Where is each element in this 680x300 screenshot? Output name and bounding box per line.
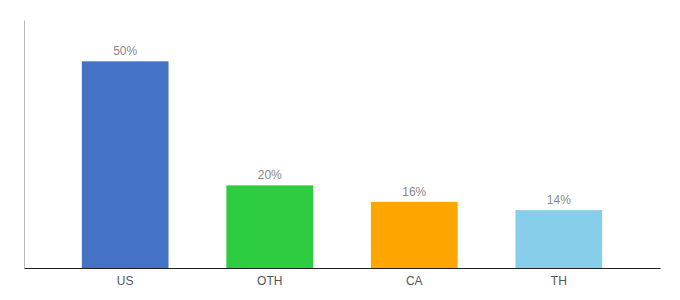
x-tick: OTH bbox=[257, 274, 282, 288]
y-axis-line bbox=[24, 21, 25, 269]
bar bbox=[515, 210, 602, 268]
chart: US OTH CA TH 50% 20% 16% 14% bbox=[0, 0, 680, 300]
x-tick: TH bbox=[551, 274, 567, 288]
y-axis bbox=[24, 21, 25, 269]
data-label: 50% bbox=[113, 44, 137, 58]
data-labels: 50% 20% 16% 14% bbox=[113, 44, 571, 207]
x-tick-label: OTH bbox=[257, 274, 282, 288]
bar bbox=[82, 61, 169, 268]
x-tick: CA bbox=[406, 274, 423, 288]
x-tick-label: TH bbox=[551, 274, 567, 288]
bar bbox=[226, 185, 313, 268]
data-label: 16% bbox=[402, 185, 426, 199]
x-axis: US OTH CA TH bbox=[25, 269, 661, 288]
bars bbox=[82, 61, 602, 268]
bar bbox=[371, 202, 458, 268]
x-axis-line bbox=[25, 268, 661, 269]
x-tick-label: CA bbox=[406, 274, 423, 288]
x-tick-label: US bbox=[117, 274, 134, 288]
data-label: 20% bbox=[258, 168, 282, 182]
plot: US OTH CA TH 50% 20% 16% 14% bbox=[25, 21, 661, 288]
x-tick: US bbox=[117, 274, 134, 288]
data-label: 14% bbox=[547, 193, 571, 207]
